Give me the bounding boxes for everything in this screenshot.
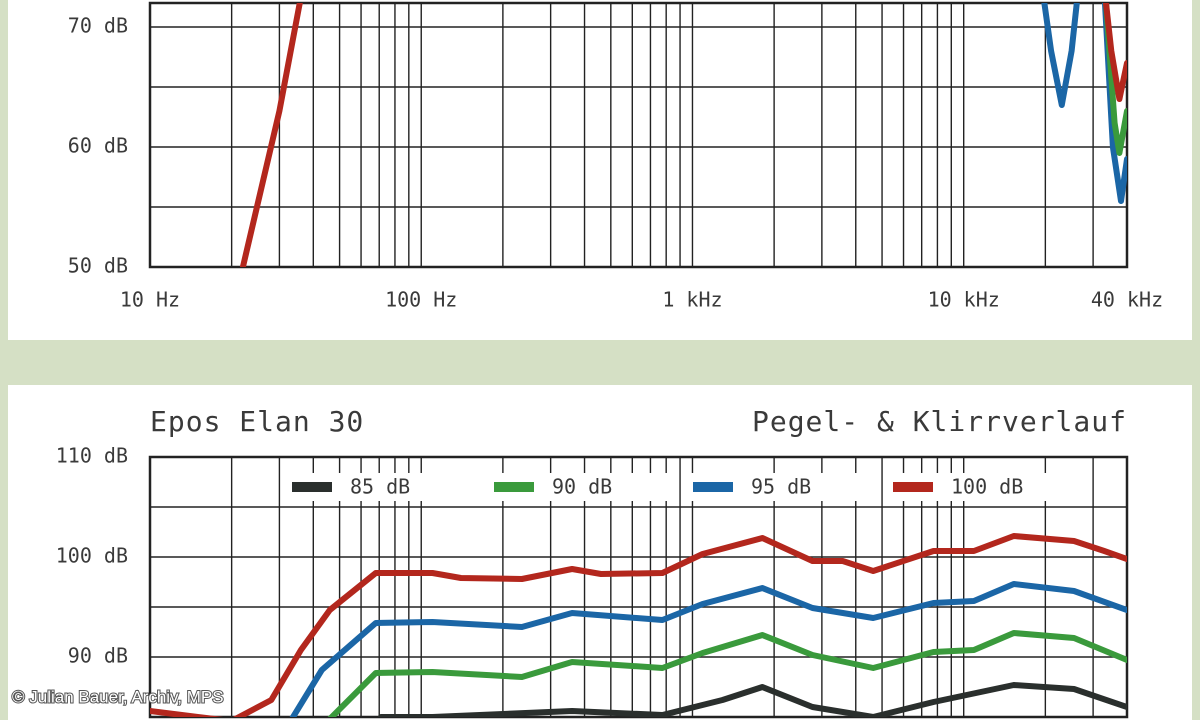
series-line bbox=[150, 533, 1127, 717]
legend-swatch bbox=[693, 482, 733, 492]
x-tick-label: 10 kHz bbox=[928, 288, 1000, 312]
legend-label: 90 dB bbox=[552, 475, 612, 499]
y-tick-label: 90 dB bbox=[68, 644, 128, 668]
chart-title: Epos Elan 30 bbox=[150, 405, 364, 438]
x-tick-label: 1 kHz bbox=[662, 288, 722, 312]
plot bbox=[148, 1, 1129, 269]
y-tick-label: 100 dB bbox=[56, 544, 128, 568]
series-line bbox=[239, 3, 1127, 267]
legend-label: 100 dB bbox=[951, 475, 1023, 499]
y-tick-label: 50 dB bbox=[68, 254, 128, 278]
legend-label: 95 dB bbox=[751, 475, 811, 499]
legend-label: 85 dB bbox=[350, 475, 410, 499]
legend-swatch bbox=[292, 482, 332, 492]
plot-frame bbox=[148, 1, 1129, 269]
y-tick-label: 70 dB bbox=[68, 14, 128, 38]
lines bbox=[150, 533, 1127, 717]
legend-swatch bbox=[893, 482, 933, 492]
x-tick-label: 100 Hz bbox=[385, 288, 457, 312]
series-line bbox=[289, 581, 1127, 717]
chart-subtitle: Pegel- & Klirrverlauf bbox=[752, 405, 1127, 438]
series-line bbox=[377, 682, 1127, 717]
x-tick-label: 10 Hz bbox=[120, 288, 180, 312]
y-tick-label: 60 dB bbox=[68, 134, 128, 158]
legend-swatch bbox=[494, 482, 534, 492]
panel-top bbox=[8, 0, 1192, 340]
lines bbox=[239, 3, 1127, 267]
y-tick-label: 110 dB bbox=[56, 444, 128, 468]
x-tick-label: 40 kHz bbox=[1091, 288, 1163, 312]
credit: © Julian Bauer, Archiv, MPS bbox=[12, 687, 224, 706]
legend: 85 dB 90 dB 95 dB 100 dB bbox=[286, 473, 1067, 501]
series-line bbox=[327, 630, 1127, 717]
plot-frame bbox=[148, 455, 1129, 719]
